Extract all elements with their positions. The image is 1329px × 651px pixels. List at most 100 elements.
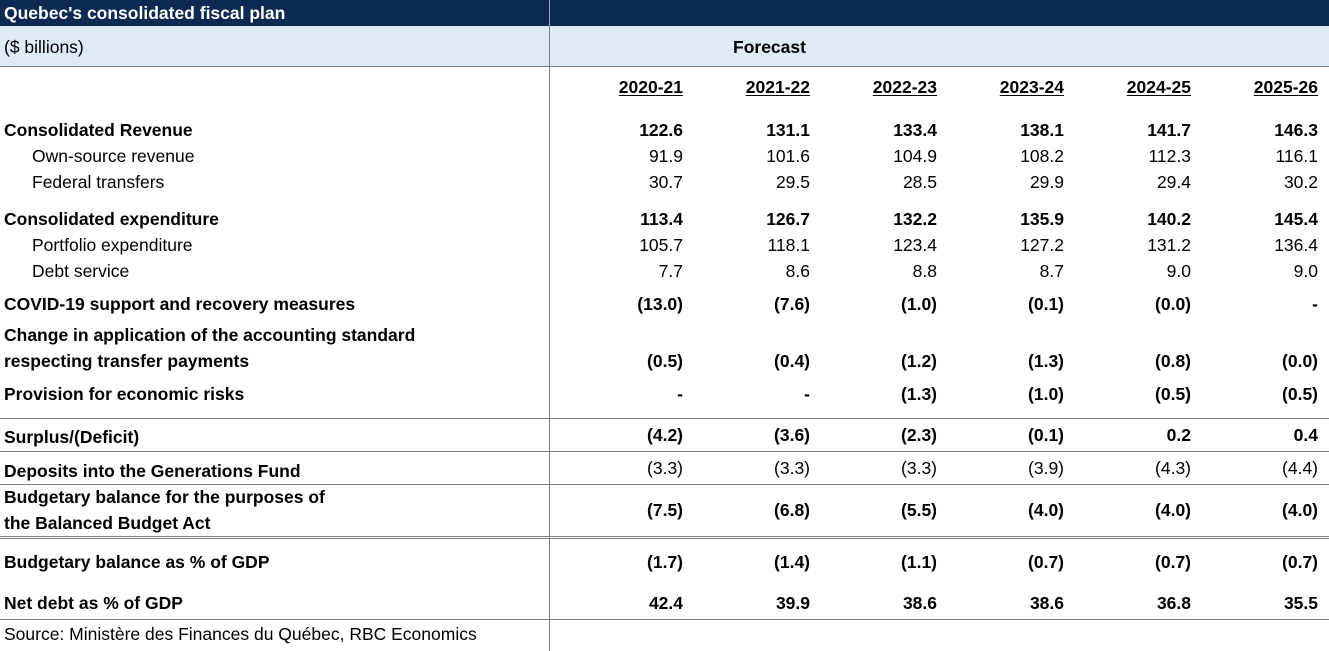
table-cell: 108.2 [1020, 146, 1064, 166]
year-header: 2020-21 [618, 77, 683, 97]
units-bar [0, 26, 1329, 67]
table-cell: (0.0) [1155, 294, 1191, 314]
table-cell: 123.4 [893, 235, 937, 255]
table-cell: 38.6 [902, 593, 937, 613]
rule-above-source [0, 619, 1329, 620]
table-cell: (0.5) [1155, 384, 1191, 404]
table-cell: 138.1 [1020, 120, 1064, 140]
year-header: 2021-22 [745, 77, 810, 97]
table-cell: (2.3) [901, 425, 937, 445]
table-cell: 131.2 [1147, 235, 1191, 255]
year-header: 2023-24 [999, 77, 1064, 97]
table-cell: (13.0) [637, 294, 683, 314]
table-cell: 126.7 [766, 209, 810, 229]
table-cell: 101.6 [766, 146, 810, 166]
table-cell: (4.4) [1282, 458, 1318, 478]
table-cell: (0.7) [1028, 552, 1064, 572]
table-cell: 35.5 [1283, 593, 1318, 613]
table-cell: 116.1 [1275, 146, 1319, 166]
title-bar [0, 0, 1329, 26]
table-cell: 38.6 [1029, 593, 1064, 613]
table-cell: (0.5) [647, 351, 683, 371]
table-cell: 127.2 [1020, 235, 1064, 255]
table-cell: (1.3) [1028, 351, 1064, 371]
forecast-label: Forecast [733, 37, 806, 57]
row-label-net-debt-pct-gdp: Net debt as % of GDP [4, 593, 183, 613]
year-header: 2025-26 [1253, 77, 1318, 97]
row-label-provision-economic-risks: Provision for economic risks [4, 384, 245, 404]
table-cell: (1.4) [774, 552, 810, 572]
table-cell: 135.9 [1020, 209, 1064, 229]
table-cell: (3.3) [901, 458, 937, 478]
table-cell: - [1312, 294, 1318, 314]
row-label-accounting-standard-line1: Change in application of the accounting … [4, 325, 416, 345]
table-cell: (0.1) [1028, 294, 1064, 314]
table-cell: 9.0 [1166, 261, 1191, 281]
table-cell: 8.6 [785, 261, 810, 281]
table-cell: - [677, 384, 683, 404]
table-cell: 36.8 [1156, 593, 1191, 613]
row-label-surplus-deficit: Surplus/(Deficit) [4, 427, 140, 447]
table-cell: 29.9 [1029, 172, 1064, 192]
table-cell: (0.5) [1282, 384, 1318, 404]
row-label-consolidated-revenue: Consolidated Revenue [4, 120, 193, 140]
table-title: Quebec's consolidated fiscal plan [4, 3, 286, 23]
rule-above-budgetary-balance [0, 484, 1329, 485]
rule-above-deposits [0, 451, 1329, 452]
table-cell: 104.9 [893, 146, 937, 166]
table-cell: (0.8) [1155, 351, 1191, 371]
table-cell: (3.9) [1028, 458, 1064, 478]
table-cell: (5.5) [901, 500, 937, 520]
table-cell: 30.2 [1283, 172, 1318, 192]
row-label-budgetary-balance-line2: the Balanced Budget Act [4, 513, 211, 533]
table-cell: 146.3 [1274, 120, 1318, 140]
table-cell: 136.4 [1274, 235, 1318, 255]
table-cell: - [804, 384, 810, 404]
row-label-budgetary-balance-line1: Budgetary balance for the purposes of [4, 487, 325, 507]
table-cell: (0.7) [1155, 552, 1191, 572]
table-cell: (3.6) [774, 425, 810, 445]
double-rule-above-gdp [0, 536, 1329, 539]
column-divider [549, 26, 550, 651]
table-cell: 7.7 [658, 261, 683, 281]
source-note: Source: Ministère des Finances du Québec… [4, 624, 477, 644]
table-cell: (4.3) [1155, 458, 1191, 478]
table-cell: 39.9 [775, 593, 810, 613]
table-cell: 8.7 [1039, 261, 1064, 281]
units-label: ($ billions) [4, 37, 84, 57]
table-cell: (0.4) [774, 351, 810, 371]
table-cell: 0.4 [1293, 425, 1318, 445]
table-cell: 29.4 [1156, 172, 1191, 192]
row-label-consolidated-expenditure: Consolidated expenditure [4, 209, 219, 229]
row-label-federal-transfers: Federal transfers [32, 172, 165, 192]
row-label-portfolio-expenditure: Portfolio expenditure [32, 235, 193, 255]
table-cell: (7.5) [647, 500, 683, 520]
table-cell: 118.1 [767, 235, 811, 255]
table-cell: (0.0) [1282, 351, 1318, 371]
row-label-own-source-revenue: Own-source revenue [32, 146, 195, 166]
table-cell: 9.0 [1293, 261, 1318, 281]
row-label-generations-fund: Deposits into the Generations Fund [4, 461, 301, 481]
table-cell: (1.2) [901, 351, 937, 371]
table-cell: (1.7) [647, 552, 683, 572]
table-cell: (7.6) [774, 294, 810, 314]
row-label-accounting-standard-line2: respecting transfer payments [4, 351, 250, 371]
table-cell: 122.6 [639, 120, 683, 140]
table-cell: (3.3) [774, 458, 810, 478]
table-cell: 131.1 [766, 120, 810, 140]
table-cell: 105.7 [639, 235, 683, 255]
table-cell: 28.5 [902, 172, 937, 192]
table-cell: (3.3) [647, 458, 683, 478]
table-cell: (1.0) [901, 294, 937, 314]
table-cell: (0.1) [1028, 425, 1064, 445]
table-cell: 141.7 [1147, 120, 1191, 140]
table-cell: (4.0) [1028, 500, 1064, 520]
row-label-balance-pct-gdp: Budgetary balance as % of GDP [4, 552, 270, 572]
table-cell: 132.2 [893, 209, 937, 229]
table-cell: 113.4 [640, 209, 683, 229]
table-cell: (1.0) [1028, 384, 1064, 404]
table-cell: (4.2) [647, 425, 683, 445]
table-cell: 133.4 [893, 120, 937, 140]
year-header: 2022-23 [872, 77, 937, 97]
table-cell: (0.7) [1282, 552, 1318, 572]
